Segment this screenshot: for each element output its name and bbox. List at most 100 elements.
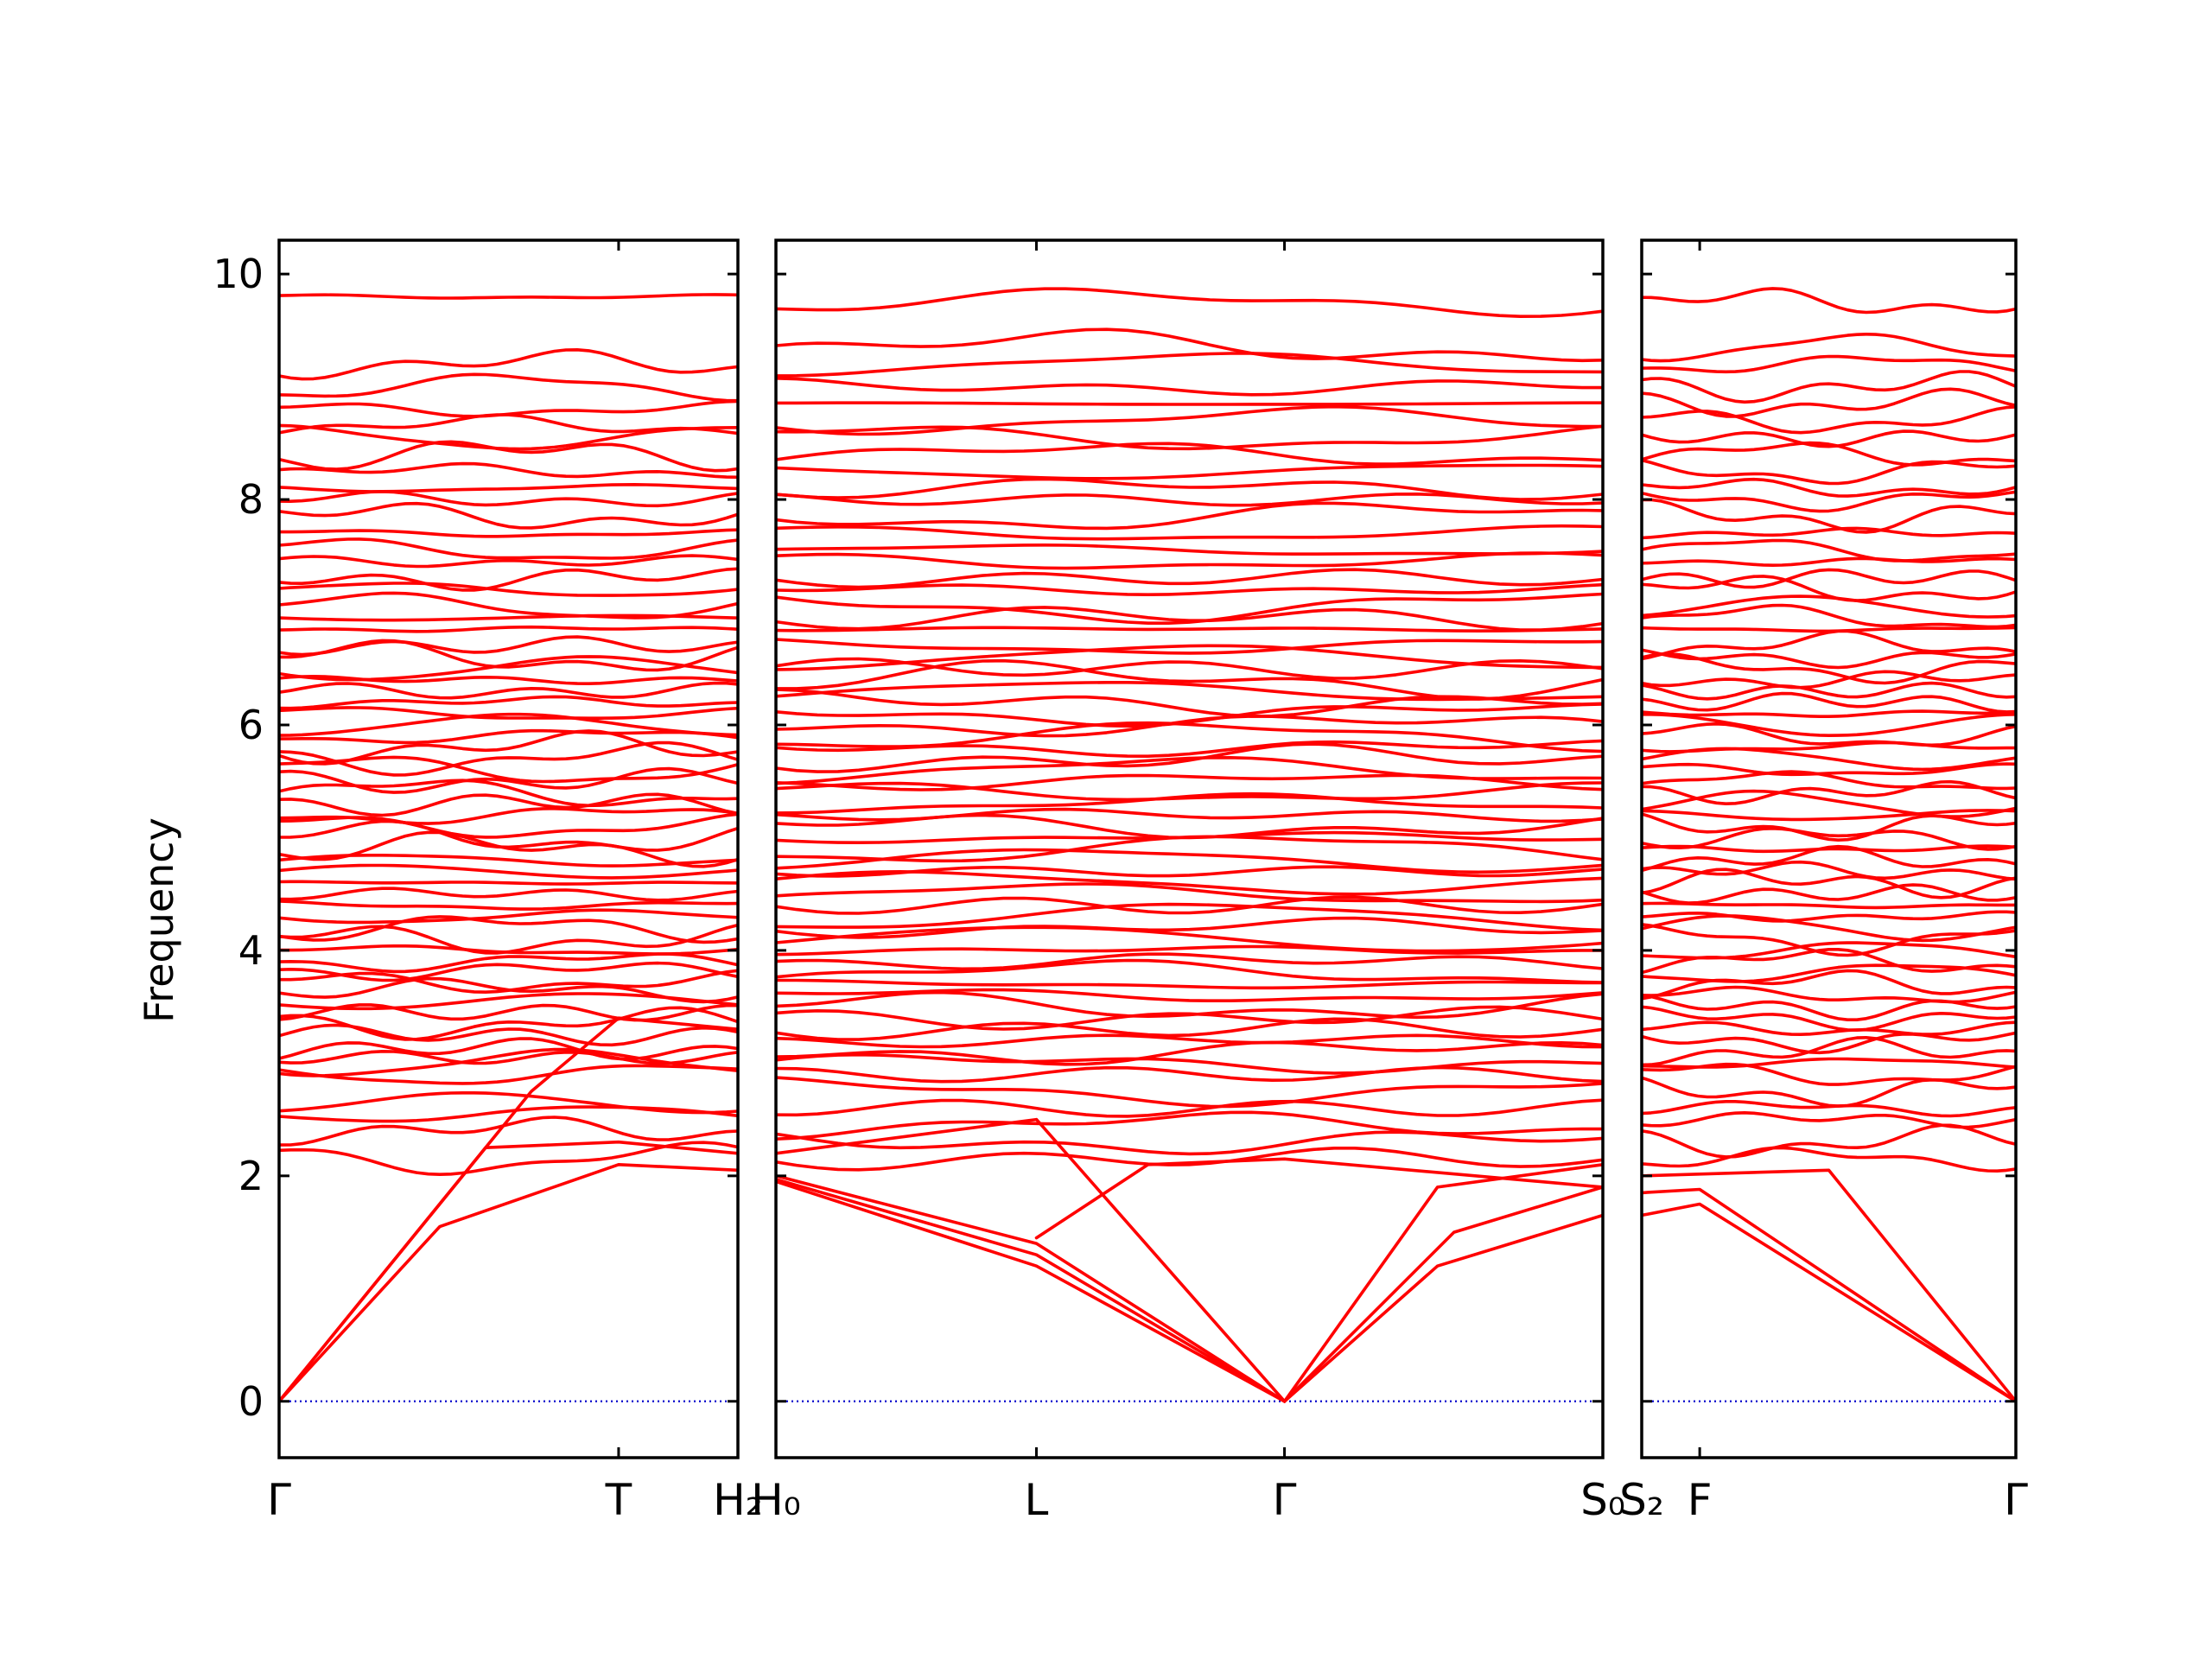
phonon-band (279, 537, 738, 560)
phonon-band (279, 887, 738, 902)
acoustic-branch (1642, 1168, 2016, 1403)
phonon-band (279, 1091, 738, 1115)
phonon-band (279, 582, 738, 597)
phonon-band (279, 639, 738, 672)
phonon-band (279, 908, 738, 925)
phonon-band (776, 916, 1603, 939)
panel-3: S₂ F Γ (1619, 238, 2028, 1525)
phonon-band (776, 807, 1603, 823)
phonon-band (1642, 941, 2016, 960)
phonon-band (1642, 1123, 2016, 1159)
acoustic-branch (1034, 1157, 1603, 1240)
phonon-band (279, 706, 738, 720)
phonon-band (1642, 713, 2016, 737)
phonon-band (1642, 827, 2016, 851)
acoustic-branch (776, 1178, 1287, 1403)
phonon-band (279, 461, 738, 480)
phonon-band (776, 1110, 1603, 1141)
phonon-band (1642, 910, 2016, 923)
phonon-band (1642, 969, 2016, 1001)
phonon-band (776, 377, 1603, 397)
phonon-band (1642, 670, 2016, 690)
phonon-band (1642, 1031, 2016, 1055)
phonon-band (279, 880, 738, 886)
y-axis-label: Frequency (136, 817, 182, 1023)
phonon-band (1642, 556, 2016, 567)
phonon-band (776, 424, 1603, 451)
phonon-band (776, 606, 1603, 632)
phonon-band (776, 742, 1603, 773)
phonon-band (279, 863, 738, 880)
phonon-band (776, 644, 1603, 671)
phonon-band (1642, 575, 2016, 602)
phonon-band (776, 781, 1603, 802)
phonon-band (279, 490, 738, 508)
phonon-band (1642, 812, 2016, 842)
phonon-band (1642, 809, 2016, 822)
y-tick-label: 2 (238, 1153, 264, 1199)
phonon-band (279, 483, 738, 493)
phonon-band (279, 625, 738, 633)
phonon-band (279, 1105, 738, 1123)
phonon-band (1642, 770, 2016, 791)
phonon-band (776, 1130, 1603, 1156)
phonon-band (279, 969, 738, 994)
phonon-band (1642, 603, 2016, 629)
phonon-band (279, 728, 738, 745)
phonon-band (776, 925, 1603, 953)
x-tick-label: H₂ (713, 1475, 763, 1525)
acoustic-branch (279, 1016, 738, 1403)
phonon-band (776, 1005, 1603, 1031)
x-tick-label: F (1688, 1475, 1713, 1525)
phonon-band (1642, 441, 2016, 467)
phonon-band (776, 882, 1603, 904)
phonon-band (1642, 844, 2016, 854)
acoustic-branch (1282, 1213, 1603, 1403)
phonon-band (776, 352, 1603, 378)
phonon-band (776, 756, 1603, 785)
phonon-band (279, 899, 738, 911)
bands (1642, 287, 2016, 1403)
phonon-band (1642, 789, 2016, 818)
phonon-band (1642, 1111, 2016, 1129)
phonon-band (279, 1003, 738, 1022)
phonon-band (1642, 741, 2016, 753)
phonon-band (1642, 762, 2016, 777)
phonon-band (1642, 498, 2016, 534)
phonon-band (1642, 844, 2016, 873)
phonon-band (279, 372, 738, 403)
phonon-band (776, 1065, 1603, 1084)
acoustic-branch (1282, 1163, 1603, 1403)
phonon-band (776, 1052, 1603, 1075)
phonon-band (1642, 779, 2016, 805)
phonon-band (279, 792, 738, 817)
phonon-band (279, 695, 738, 710)
phonon-band (1642, 538, 2016, 563)
phonon-band (279, 440, 738, 473)
phonon-band (1642, 287, 2016, 315)
phonon-band (776, 902, 1603, 932)
phonon-band (776, 791, 1603, 815)
phonon-band (279, 635, 738, 657)
phonon-band (279, 423, 738, 451)
phonon-band (776, 988, 1603, 1002)
phonon-band (279, 348, 738, 381)
phonon-band (279, 1047, 738, 1077)
y-tick-label: 8 (238, 476, 264, 523)
phonon-band (1642, 923, 2016, 957)
phonon-band (279, 1064, 738, 1085)
phonon-band (1642, 477, 2016, 498)
phonon-band (279, 567, 738, 592)
phonon-band (776, 442, 1603, 466)
phonon-band (279, 819, 738, 852)
y-tick-label: 10 (213, 251, 264, 297)
phonon-band (776, 524, 1603, 541)
phonon-band (279, 399, 738, 418)
phonon-band (1642, 681, 2016, 701)
phonon-band (776, 551, 1603, 570)
acoustic-branch (776, 1179, 1287, 1403)
phonon-band (776, 848, 1603, 874)
phonon-band (1642, 722, 2016, 747)
phonon-band (1642, 1005, 2016, 1032)
